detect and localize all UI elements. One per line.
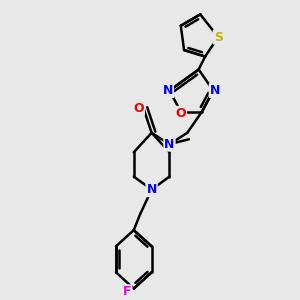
Text: N: N [210,84,220,97]
Text: S: S [214,31,223,44]
Text: N: N [146,183,157,196]
Text: F: F [123,285,131,298]
Text: O: O [133,102,144,115]
Text: O: O [176,107,186,120]
Text: N: N [164,138,175,151]
Text: N: N [163,84,173,97]
